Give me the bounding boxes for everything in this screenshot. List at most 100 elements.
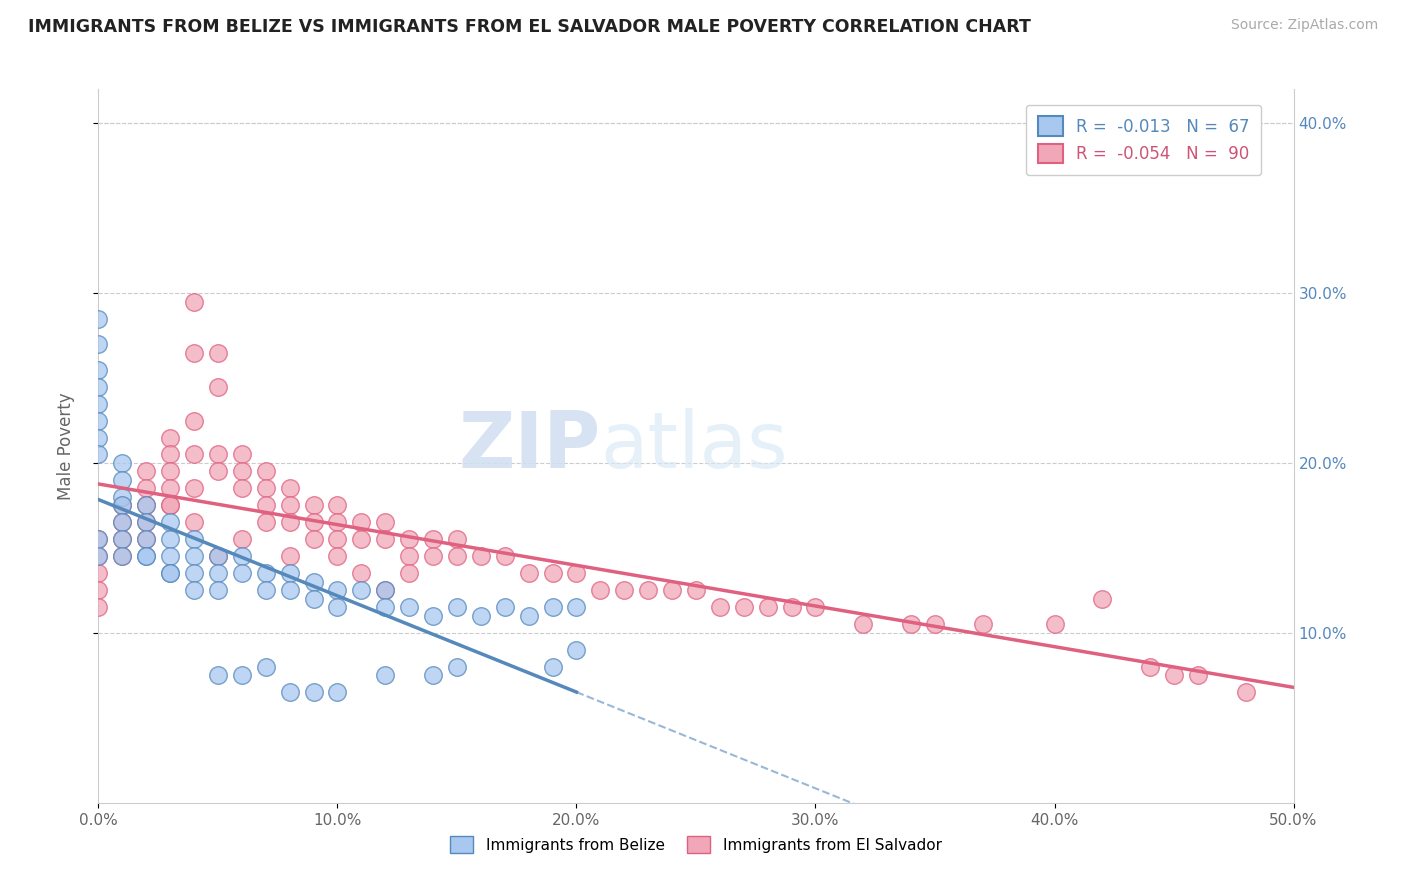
Point	[924, 617, 946, 632]
Point	[422, 533, 444, 547]
Legend: Immigrants from Belize, Immigrants from El Salvador: Immigrants from Belize, Immigrants from …	[444, 830, 948, 859]
Point	[398, 533, 420, 547]
Point	[422, 608, 444, 623]
Point	[159, 482, 181, 496]
Point	[374, 533, 396, 547]
Point	[804, 600, 827, 615]
Point	[398, 566, 420, 581]
Point	[350, 566, 373, 581]
Point	[374, 600, 396, 615]
Point	[159, 566, 181, 581]
Point	[446, 549, 468, 564]
Point	[661, 583, 683, 598]
Point	[494, 600, 516, 615]
Point	[135, 499, 157, 513]
Point	[302, 685, 325, 699]
Point	[254, 465, 277, 479]
Point	[111, 516, 134, 530]
Point	[159, 499, 181, 513]
Point	[278, 549, 301, 564]
Point	[446, 533, 468, 547]
Point	[326, 685, 349, 699]
Point	[87, 533, 110, 547]
Point	[374, 516, 396, 530]
Point	[231, 448, 253, 462]
Point	[87, 600, 110, 615]
Point	[87, 533, 110, 547]
Point	[613, 583, 636, 598]
Point	[565, 566, 588, 581]
Point	[207, 668, 229, 682]
Point	[87, 413, 110, 427]
Point	[111, 456, 134, 470]
Point	[135, 482, 157, 496]
Point	[135, 499, 157, 513]
Point	[111, 533, 134, 547]
Point	[87, 379, 110, 393]
Point	[398, 549, 420, 564]
Point	[278, 516, 301, 530]
Text: IMMIGRANTS FROM BELIZE VS IMMIGRANTS FROM EL SALVADOR MALE POVERTY CORRELATION C: IMMIGRANTS FROM BELIZE VS IMMIGRANTS FRO…	[28, 18, 1031, 36]
Point	[135, 549, 157, 564]
Point	[87, 311, 110, 326]
Point	[1043, 617, 1066, 632]
Point	[1163, 668, 1185, 682]
Point	[326, 533, 349, 547]
Point	[637, 583, 659, 598]
Text: Source: ZipAtlas.com: Source: ZipAtlas.com	[1230, 18, 1378, 32]
Point	[350, 533, 373, 547]
Point	[135, 533, 157, 547]
Point	[183, 566, 205, 581]
Point	[756, 600, 779, 615]
Point	[326, 600, 349, 615]
Point	[254, 482, 277, 496]
Point	[231, 465, 253, 479]
Point	[207, 448, 229, 462]
Point	[302, 533, 325, 547]
Point	[231, 533, 253, 547]
Point	[159, 516, 181, 530]
Text: atlas: atlas	[600, 408, 787, 484]
Point	[517, 566, 540, 581]
Point	[972, 617, 994, 632]
Point	[278, 499, 301, 513]
Point	[422, 549, 444, 564]
Y-axis label: Male Poverty: Male Poverty	[56, 392, 75, 500]
Point	[135, 549, 157, 564]
Point	[374, 583, 396, 598]
Point	[111, 549, 134, 564]
Point	[207, 566, 229, 581]
Point	[183, 294, 205, 309]
Point	[183, 533, 205, 547]
Point	[1234, 685, 1257, 699]
Point	[159, 549, 181, 564]
Point	[326, 583, 349, 598]
Point	[326, 549, 349, 564]
Point	[159, 499, 181, 513]
Point	[254, 499, 277, 513]
Point	[231, 668, 253, 682]
Point	[446, 600, 468, 615]
Point	[278, 566, 301, 581]
Point	[183, 413, 205, 427]
Point	[326, 516, 349, 530]
Point	[278, 583, 301, 598]
Point	[278, 482, 301, 496]
Point	[135, 516, 157, 530]
Point	[135, 516, 157, 530]
Point	[302, 499, 325, 513]
Point	[159, 448, 181, 462]
Point	[446, 660, 468, 674]
Point	[422, 668, 444, 682]
Point	[541, 566, 564, 581]
Point	[231, 566, 253, 581]
Point	[900, 617, 922, 632]
Point	[278, 685, 301, 699]
Point	[541, 660, 564, 674]
Point	[852, 617, 875, 632]
Point	[709, 600, 731, 615]
Point	[87, 362, 110, 376]
Point	[87, 549, 110, 564]
Point	[183, 345, 205, 359]
Point	[111, 516, 134, 530]
